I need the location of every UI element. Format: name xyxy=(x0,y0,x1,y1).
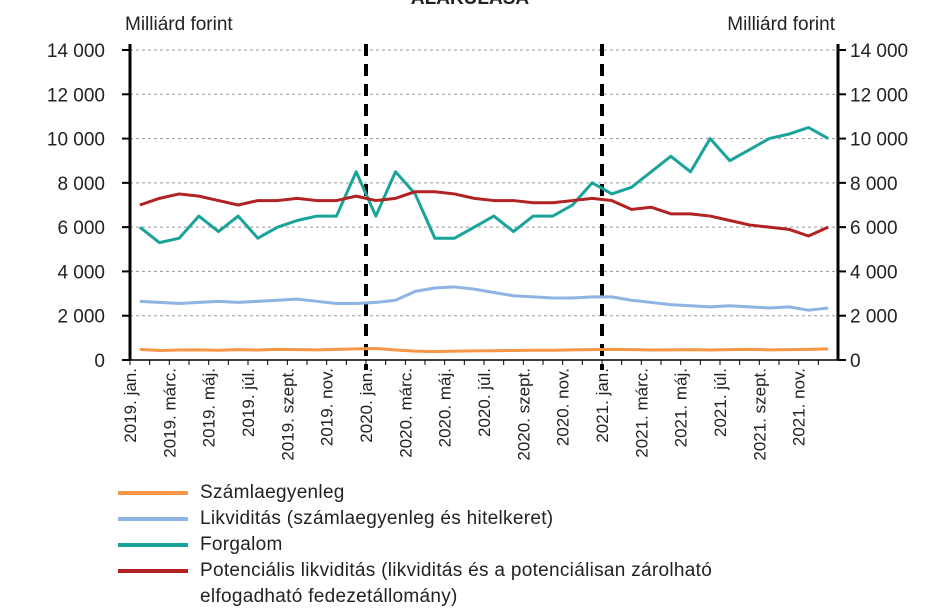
legend-label: Potenciális likviditás (likviditás és a … xyxy=(200,560,713,607)
legend-item: Forgalom xyxy=(118,532,778,558)
series-line xyxy=(138,126,829,245)
y2-tick-label: 8 000 xyxy=(850,174,898,195)
x-tick-label: 2019. jan. xyxy=(121,368,140,443)
x-tick-label: 2020. máj. xyxy=(436,368,455,447)
y-tick-label: 0 xyxy=(94,351,105,372)
y2-tick-label: 0 xyxy=(850,351,861,372)
x-tick-label: 2021. máj. xyxy=(672,368,691,447)
legend-swatch xyxy=(118,543,188,547)
y-tick-label: 2 000 xyxy=(57,307,105,328)
legend-label: Forgalom xyxy=(200,534,283,555)
y2-tick-label: 14 000 xyxy=(850,41,908,62)
y-tick-label: 10 000 xyxy=(47,130,105,151)
series-line xyxy=(139,190,829,238)
legend-swatch xyxy=(118,569,188,573)
y-tick-label: 14 000 xyxy=(47,41,105,62)
x-tick-label: 2019. márc. xyxy=(160,368,179,458)
legend-swatch xyxy=(118,491,188,495)
x-tick-label: 2019. júl. xyxy=(239,368,258,437)
x-tick-label: 2020. nov. xyxy=(554,368,573,446)
series-line xyxy=(139,346,829,354)
y2-tick-label: 2 000 xyxy=(850,307,898,328)
y-tick-label: 12 000 xyxy=(47,85,105,106)
series-line xyxy=(139,285,829,312)
x-tick-label: 2020. júl. xyxy=(475,368,494,437)
x-tick-label: 2021. nov. xyxy=(790,368,809,446)
y-tick-label: 8 000 xyxy=(57,174,105,195)
chart-title: ALAKULÁSA xyxy=(411,0,529,9)
x-tick-label: 2020. jan. xyxy=(357,368,376,443)
legend-item: Számlaegyenleg xyxy=(118,480,778,506)
y-axis-label: Milliárd forint xyxy=(125,14,233,35)
y-tick-label: 6 000 xyxy=(57,218,105,239)
x-tick-label: 2020. márc. xyxy=(396,368,415,458)
legend-swatch xyxy=(118,517,188,521)
y2-axis-label: Milliárd forint xyxy=(727,14,835,35)
x-tick-label: 2021. márc. xyxy=(632,368,651,458)
x-tick-label: 2019. szept. xyxy=(278,368,297,461)
x-tick-label: 2021. júl. xyxy=(711,368,730,437)
y-tick-label: 4 000 xyxy=(57,262,105,283)
legend-item: Potenciális likviditás (likviditás és a … xyxy=(118,558,778,610)
x-tick-label: 2021. jan. xyxy=(593,368,612,443)
y2-tick-label: 12 000 xyxy=(850,85,908,106)
legend: Számlaegyenleg Likviditás (számlaegyenleg… xyxy=(118,480,778,610)
legend-label: Likviditás (számlaegyenleg és hitelkeret… xyxy=(200,508,554,529)
y2-tick-label: 4 000 xyxy=(850,262,898,283)
x-tick-label: 2020. szept. xyxy=(514,368,533,461)
legend-label: Számlaegyenleg xyxy=(200,482,345,503)
legend-item: Likviditás (számlaegyenleg és hitelkeret… xyxy=(118,506,778,532)
y2-tick-label: 10 000 xyxy=(850,130,908,151)
y2-tick-label: 6 000 xyxy=(850,218,898,239)
x-tick-label: 2019. máj. xyxy=(200,368,219,447)
x-tick-label: 2021. szept. xyxy=(750,368,769,461)
x-tick-label: 2019. nov. xyxy=(318,368,337,446)
